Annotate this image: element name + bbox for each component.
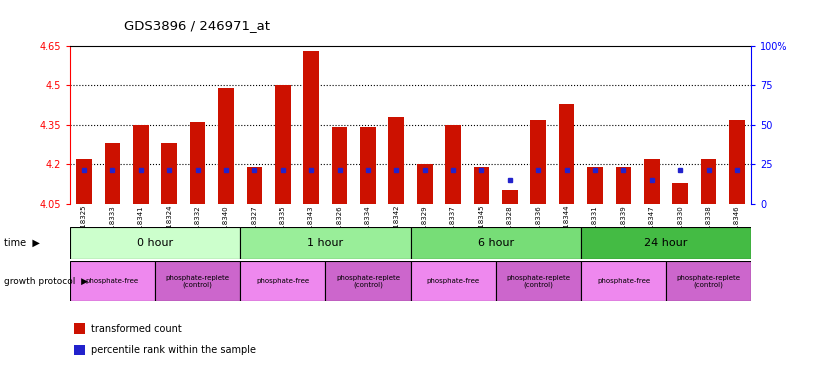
Text: 1 hour: 1 hour bbox=[307, 238, 343, 248]
Bar bbox=[581, 227, 751, 259]
Text: phosphate-free: phosphate-free bbox=[86, 278, 139, 284]
Bar bbox=[241, 261, 325, 301]
Text: phosphate-free: phosphate-free bbox=[597, 278, 650, 284]
Bar bbox=[388, 117, 404, 204]
Text: transformed count: transformed count bbox=[91, 324, 182, 334]
Bar bbox=[587, 167, 603, 204]
Bar bbox=[502, 190, 518, 204]
Bar bbox=[445, 125, 461, 204]
Bar bbox=[417, 164, 433, 204]
Text: phosphate-replete
(control): phosphate-replete (control) bbox=[336, 275, 400, 288]
Text: percentile rank within the sample: percentile rank within the sample bbox=[91, 345, 256, 355]
Bar bbox=[133, 125, 149, 204]
Bar bbox=[729, 119, 745, 204]
Bar bbox=[218, 88, 234, 204]
Bar bbox=[360, 127, 376, 204]
Bar bbox=[410, 261, 496, 301]
Bar bbox=[325, 261, 410, 301]
Bar bbox=[190, 122, 205, 204]
Bar bbox=[644, 159, 659, 204]
Text: 0 hour: 0 hour bbox=[137, 238, 173, 248]
Bar bbox=[76, 159, 92, 204]
Bar bbox=[104, 143, 120, 204]
Text: time  ▶: time ▶ bbox=[4, 238, 40, 248]
Text: GDS3896 / 246971_at: GDS3896 / 246971_at bbox=[124, 19, 270, 32]
Text: growth protocol  ▶: growth protocol ▶ bbox=[4, 277, 88, 286]
Text: phosphate-replete
(control): phosphate-replete (control) bbox=[507, 275, 571, 288]
Bar bbox=[70, 227, 241, 259]
Text: 6 hour: 6 hour bbox=[478, 238, 514, 248]
Bar bbox=[241, 227, 410, 259]
Bar bbox=[666, 261, 751, 301]
Bar bbox=[581, 261, 666, 301]
Bar bbox=[701, 159, 717, 204]
Bar bbox=[616, 167, 631, 204]
Bar bbox=[155, 261, 240, 301]
Text: phosphate-free: phosphate-free bbox=[256, 278, 310, 284]
Bar bbox=[303, 51, 319, 204]
Text: phosphate-replete
(control): phosphate-replete (control) bbox=[677, 275, 741, 288]
Bar bbox=[559, 104, 575, 204]
Text: 24 hour: 24 hour bbox=[644, 238, 688, 248]
Text: phosphate-free: phosphate-free bbox=[427, 278, 479, 284]
Bar bbox=[246, 167, 262, 204]
Bar bbox=[496, 261, 581, 301]
Bar bbox=[275, 86, 291, 204]
Bar bbox=[474, 167, 489, 204]
Bar bbox=[530, 119, 546, 204]
Bar bbox=[410, 227, 581, 259]
Bar bbox=[332, 127, 347, 204]
Bar bbox=[162, 143, 177, 204]
Bar bbox=[70, 261, 155, 301]
Text: phosphate-replete
(control): phosphate-replete (control) bbox=[166, 275, 230, 288]
Bar bbox=[672, 182, 688, 204]
